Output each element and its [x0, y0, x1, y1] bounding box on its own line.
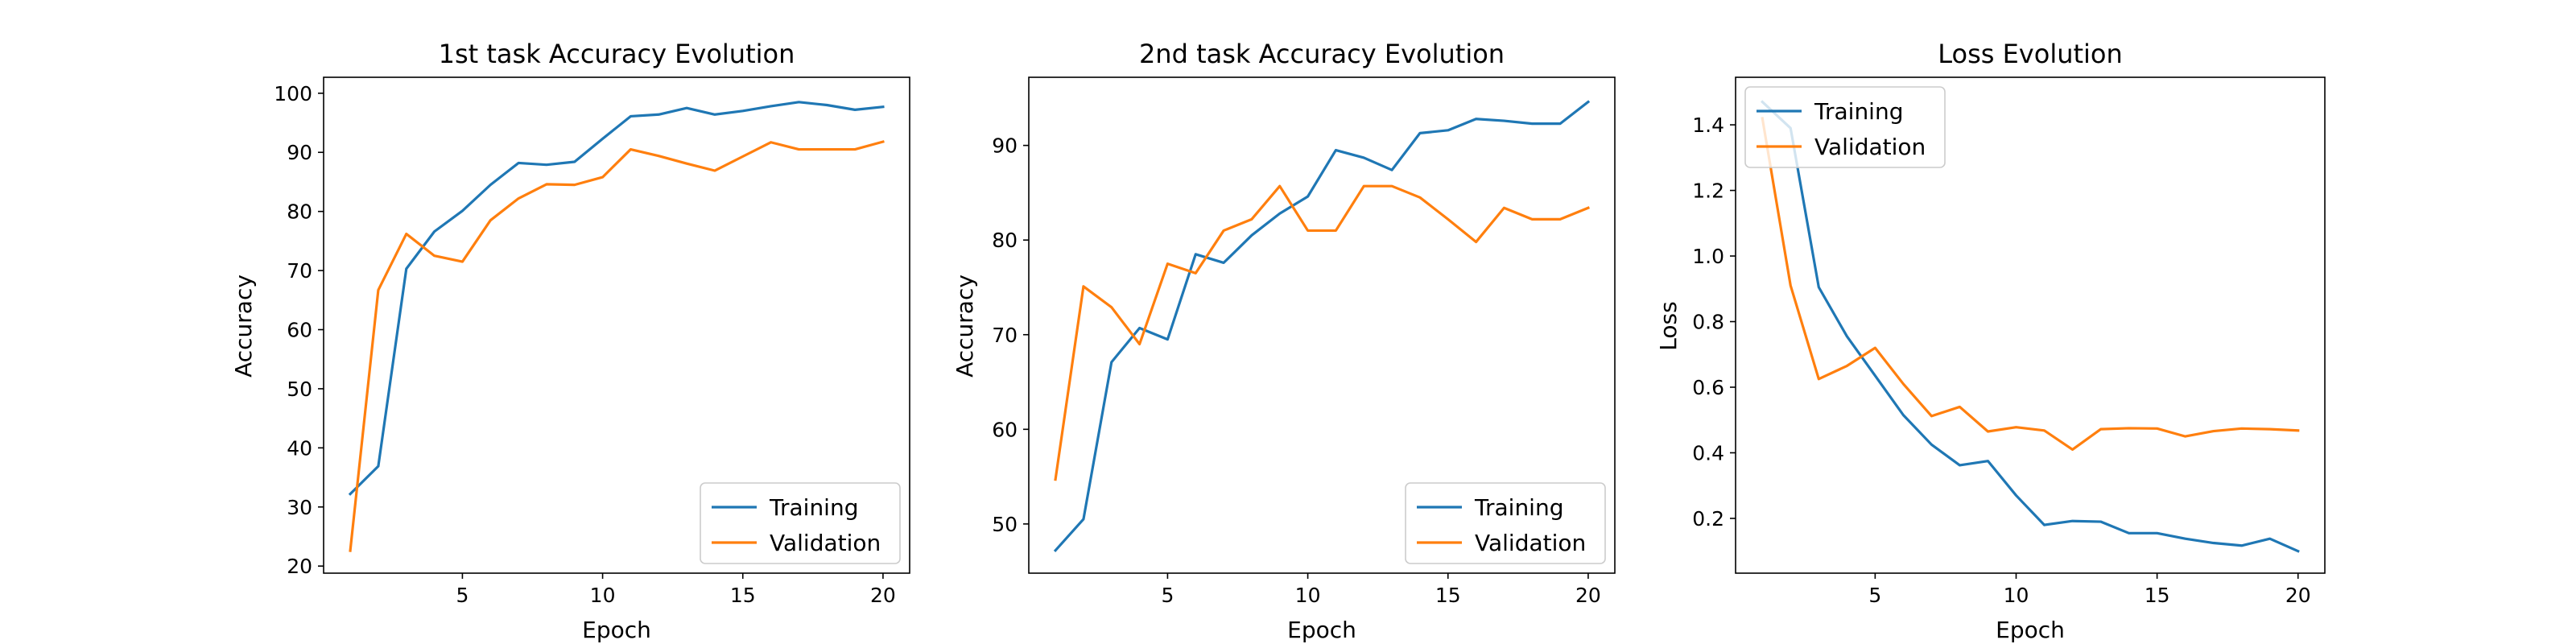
chart-title: 1st task Accuracy Evolution: [439, 39, 795, 69]
x-tick-label: 5: [1161, 584, 1174, 607]
y-tick-label: 1.4: [1692, 114, 1724, 137]
y-tick-label: 1.2: [1692, 180, 1724, 203]
y-tick-label: 20: [287, 555, 312, 578]
x-axis-label: Epoch: [1287, 617, 1356, 643]
x-tick-label: 15: [1435, 584, 1461, 607]
axes-frame: [323, 76, 910, 574]
legend-label-training: Training: [1474, 494, 1563, 521]
panel-1st-task-accuracy: 1st task Accuracy Evolution Epoch Accura…: [230, 39, 910, 643]
series-line-validation: [1761, 117, 2300, 452]
y-tick-label: 0.8: [1692, 311, 1724, 334]
x-tick-label: 15: [2145, 584, 2170, 607]
axes-frame: [1028, 76, 1616, 574]
x-axis-label: Epoch: [582, 617, 651, 643]
legend-label-validation: Validation: [1814, 134, 1926, 160]
x-tick-label: 20: [1575, 584, 1601, 607]
chart-title: Loss Evolution: [1938, 39, 2123, 69]
legend: Training Validation: [1405, 482, 1606, 564]
panel-2nd-task-accuracy: 2nd task Accuracy Evolution Epoch Accura…: [952, 39, 1616, 643]
series-line-validation: [1054, 184, 1590, 481]
series-line-training: [1761, 100, 2300, 553]
chart-title: 2nd task Accuracy Evolution: [1139, 39, 1505, 69]
y-tick-label: 90: [287, 141, 312, 164]
y-tick-label: 70: [287, 259, 312, 283]
y-axis-label: Accuracy: [952, 275, 978, 378]
y-tick-label: 50: [992, 513, 1018, 536]
y-tick-label: 0.6: [1692, 376, 1724, 399]
legend-label-validation: Validation: [770, 530, 881, 556]
y-tick-label: 60: [287, 319, 312, 342]
x-axis-label: Epoch: [1996, 617, 2065, 643]
y-tick-label: 40: [287, 436, 312, 460]
x-tick-label: 10: [2004, 584, 2029, 607]
legend-label-training: Training: [769, 494, 858, 521]
x-tick-label: 5: [1868, 584, 1881, 607]
x-tick-label: 10: [590, 584, 616, 607]
x-tick-label: 5: [456, 584, 469, 607]
y-tick-label: 30: [287, 496, 312, 519]
x-tick-label: 20: [2285, 584, 2311, 607]
y-tick-label: 80: [992, 229, 1018, 252]
series-line-validation: [349, 140, 885, 552]
y-axis-label: Accuracy: [230, 275, 257, 378]
y-tick-label: 100: [274, 82, 312, 105]
panel-loss: Loss Evolution Epoch Loss 5 10 15 20 0.2 0.4 0…: [1655, 39, 2326, 643]
y-tick-label: 1.0: [1692, 245, 1724, 268]
legend-label-training: Training: [1814, 98, 1903, 125]
y-tick-label: 50: [287, 378, 312, 401]
legend: Training Validation: [700, 482, 901, 564]
y-tick-label: 60: [992, 418, 1018, 441]
axes-frame: [1735, 76, 2326, 574]
y-tick-label: 80: [287, 200, 312, 224]
legend-label-validation: Validation: [1475, 530, 1586, 556]
x-tick-label: 20: [870, 584, 896, 607]
x-tick-label: 15: [730, 584, 756, 607]
y-tick-label: 70: [992, 324, 1018, 347]
legend: Training Validation: [1744, 86, 1946, 168]
y-axis-label: Loss: [1655, 301, 1682, 350]
x-tick-label: 10: [1295, 584, 1321, 607]
y-tick-label: 0.4: [1692, 441, 1724, 464]
series-line-training: [348, 101, 885, 496]
y-tick-label: 90: [992, 134, 1018, 158]
y-tick-label: 0.2: [1692, 507, 1724, 530]
